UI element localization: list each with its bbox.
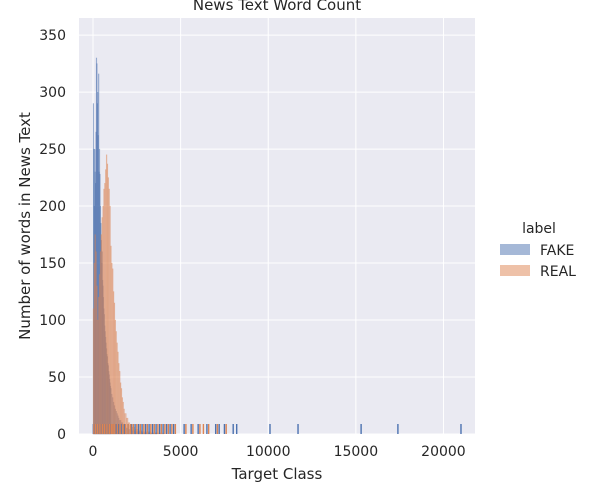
legend-title: label <box>522 221 556 237</box>
y-tick-label: 350 <box>39 28 66 44</box>
x-tick-label: 5000 <box>163 444 199 460</box>
rug-marks <box>92 424 462 434</box>
y-axis-label: Number of words in News Text <box>16 112 34 340</box>
histogram-bar-real <box>150 432 157 435</box>
x-tick-label: 0 <box>89 444 98 460</box>
y-tick-label: 50 <box>48 370 66 386</box>
legend-label-real: REAL <box>540 264 576 280</box>
chart-title: News Text Word Count <box>193 0 361 14</box>
legend-swatch-fake <box>500 244 530 255</box>
legend: label FAKE REAL <box>500 221 576 280</box>
x-tick-label: 10000 <box>246 444 291 460</box>
x-tick-label: 15000 <box>334 444 379 460</box>
y-tick-label: 150 <box>39 256 66 272</box>
y-tick-label: 100 <box>39 313 66 329</box>
x-axis-label: Target Class <box>231 465 323 483</box>
legend-label-fake: FAKE <box>540 243 574 259</box>
histogram-bar-real <box>145 431 152 435</box>
y-tick-label: 200 <box>39 199 66 215</box>
x-tick-labels: 0 5000 10000 15000 20000 <box>89 444 466 460</box>
y-tick-labels: 0 50 100 150 200 250 300 350 <box>39 28 66 443</box>
legend-swatch-real <box>500 265 530 276</box>
y-tick-label: 250 <box>39 142 66 158</box>
y-tick-label: 0 <box>57 427 66 443</box>
y-tick-label: 300 <box>39 85 66 101</box>
x-tick-label: 20000 <box>421 444 466 460</box>
plot-area <box>79 18 475 434</box>
